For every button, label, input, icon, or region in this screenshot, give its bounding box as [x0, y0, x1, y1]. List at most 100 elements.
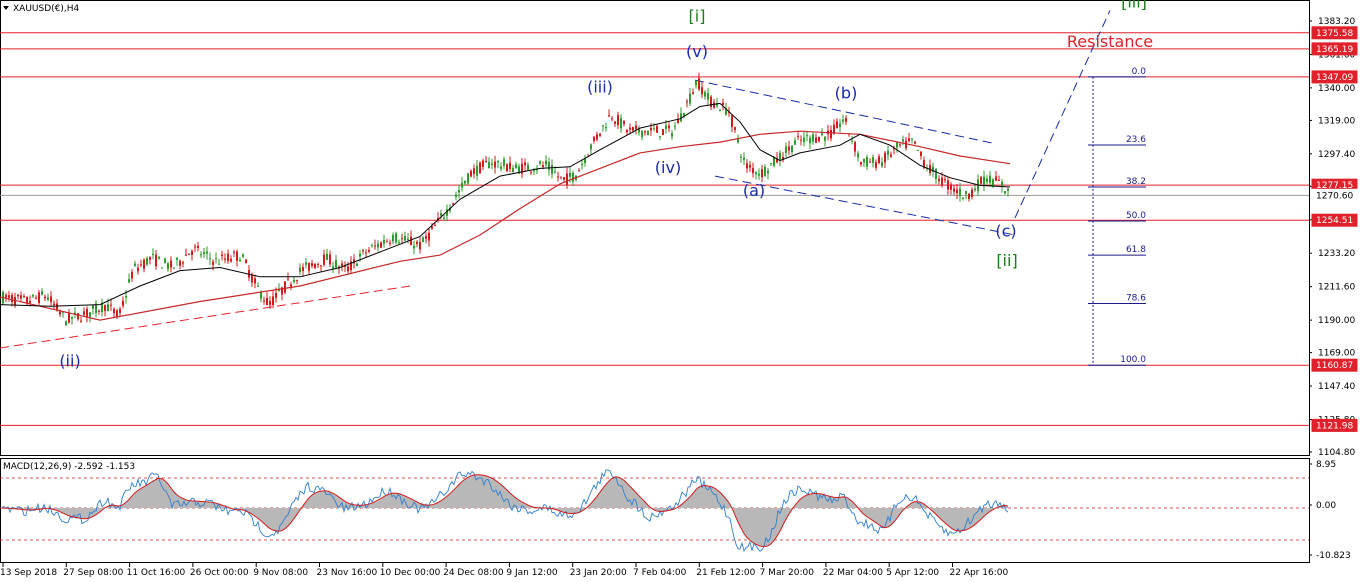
time-tick-label: 22 Apr 16:00: [950, 568, 1009, 578]
candle-body: [971, 189, 973, 197]
candle-body: [614, 121, 616, 124]
candle-body: [407, 238, 409, 240]
candle-body: [539, 161, 541, 164]
candle-body: [20, 295, 22, 299]
candle-body: [362, 250, 364, 252]
candle-body: [965, 190, 967, 194]
candle-body: [482, 160, 484, 167]
candle-body: [44, 296, 46, 299]
time-axis: 13 Sep 2018 27 Sep 08:00 11 Oct 16:00 26 Oc…: [0, 563, 1008, 578]
candle-body: [299, 267, 301, 272]
candle-body: [104, 305, 106, 311]
price-badge-label: 1121.98: [1316, 421, 1353, 431]
candle-body: [569, 172, 571, 177]
candle-body: [281, 287, 283, 295]
candle-body: [779, 152, 781, 161]
candle-body: [788, 146, 790, 151]
candle-body: [272, 296, 274, 306]
macd-tick-label: -10.823: [1316, 551, 1351, 561]
candle-body: [647, 130, 649, 136]
resistance-label: Resistance: [1067, 32, 1153, 51]
candle-body: [662, 129, 664, 135]
candle-body: [638, 127, 640, 133]
price-tick-label: 1361.60: [1318, 50, 1355, 60]
candle-body: [467, 173, 469, 184]
candle-body: [617, 114, 619, 126]
candle-body: [230, 258, 232, 262]
candle-body: [158, 256, 160, 259]
candle-body: [875, 162, 877, 168]
wave-label: (a): [743, 181, 765, 200]
candle-body: [650, 127, 652, 131]
candle-body: [440, 213, 442, 216]
price-badge-bg: [1311, 42, 1358, 56]
candle-body: [935, 168, 937, 179]
candle-body: [668, 125, 670, 129]
candle-body: [5, 294, 7, 298]
candle-body: [710, 96, 712, 107]
candle-body: [623, 121, 625, 125]
candle-body: [497, 161, 499, 163]
candle-body: [917, 149, 919, 151]
candle-body: [395, 233, 397, 243]
candle-body: [458, 190, 460, 193]
candle-body: [449, 207, 451, 211]
candle-body: [524, 162, 526, 166]
candle-body: [998, 179, 1000, 181]
candle-body: [878, 156, 880, 164]
candle-body: [644, 131, 646, 133]
indicator-title: MACD(12,26,9) -2.592 -1.153: [3, 462, 135, 472]
candle-body: [812, 134, 814, 142]
candle-body: [242, 254, 244, 257]
candle-body: [941, 177, 943, 186]
candle-body: [365, 252, 367, 254]
candle-body: [452, 203, 454, 205]
candle-body: [881, 162, 883, 167]
candle-body: [902, 139, 904, 142]
candle-body: [905, 140, 907, 149]
candle-body: [635, 125, 637, 130]
candle-body: [161, 267, 163, 269]
macd-histogram-area: [2, 474, 1008, 547]
candle-body: [17, 294, 19, 297]
candle-body: [761, 169, 763, 178]
price-badge-bg: [1311, 188, 1358, 202]
candle-body: [413, 245, 415, 249]
candle-body: [653, 128, 655, 130]
candle-body: [671, 132, 673, 137]
candle-body: [743, 157, 745, 160]
candle-body: [269, 301, 271, 305]
candle-body: [719, 110, 721, 112]
dropdown-triangle-icon[interactable]: [3, 6, 9, 10]
candle-body: [218, 263, 220, 265]
time-tick-label: 13 Sep 2018: [0, 568, 57, 578]
candle-body: [830, 129, 832, 139]
chart-title: XAUUSD(€),H4: [13, 4, 80, 14]
candle-body: [401, 238, 403, 240]
candle-body: [185, 254, 187, 256]
candle-body: [824, 136, 826, 141]
candle-body: [107, 304, 109, 312]
candle-body: [296, 280, 298, 282]
candle-body: [890, 154, 892, 157]
candle-body: [689, 93, 691, 104]
candle-body: [944, 179, 946, 181]
candle-body: [974, 188, 976, 191]
candle-body: [320, 265, 322, 267]
candle-body: [533, 169, 535, 172]
candle-body: [500, 166, 502, 169]
candle-body: [317, 263, 319, 265]
candle-body: [173, 267, 175, 269]
candle-body: [992, 179, 994, 187]
wave-label: (c): [995, 222, 1016, 241]
fib-level-label: 100.0: [1120, 355, 1146, 365]
candle-body: [446, 209, 448, 216]
candle-body: [62, 311, 64, 313]
candle-body: [593, 136, 595, 141]
candle-body: [572, 172, 574, 182]
candle-body: [275, 292, 277, 298]
price-badge-label: 1365.19: [1316, 45, 1353, 55]
candle-body: [989, 175, 991, 183]
